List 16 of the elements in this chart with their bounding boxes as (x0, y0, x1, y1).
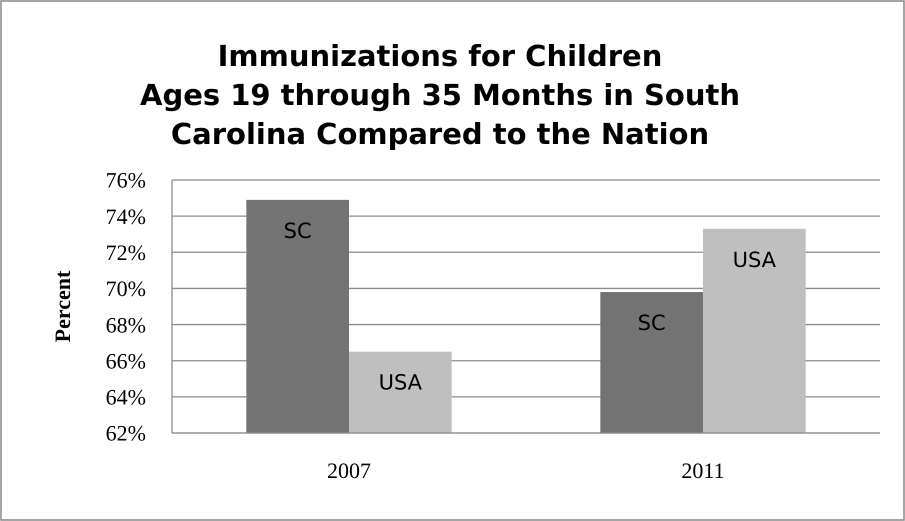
text: SC (638, 311, 666, 336)
series-label: USA (378, 370, 423, 395)
text: USA (732, 248, 776, 272)
x-tick-label: 2007 (327, 458, 371, 483)
x-tick-label: 2011 (681, 458, 725, 483)
y-tick-label: 70% (106, 276, 146, 302)
y-tick-label: 68% (106, 312, 146, 338)
series-label: SC (284, 218, 312, 243)
y-tick-label: 74% (106, 204, 146, 229)
y-tick-label: 62% (106, 420, 146, 446)
y-tick-label: 64% (106, 384, 146, 410)
y-tick-label: 72% (106, 240, 146, 265)
y-tick-label: 66% (106, 348, 146, 374)
chart-title: Immunizations for Children Ages 19 through 35 Months in South Carolina Compared to the Nation (140, 39, 740, 151)
y-axis-title: Percent (50, 270, 75, 342)
y-tick-label: 76% (106, 168, 146, 193)
